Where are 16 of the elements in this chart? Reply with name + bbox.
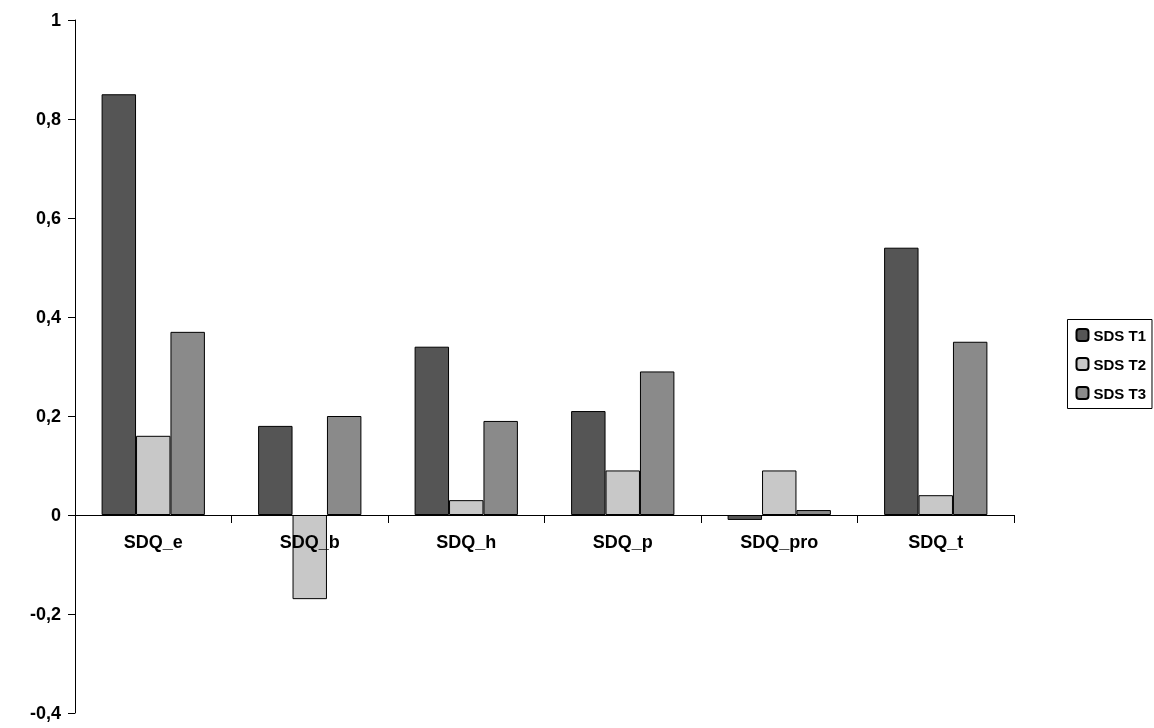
y-tick-label: 0 [50,505,61,525]
y-tick-label: 0,6 [35,208,61,228]
legend-label: SDS T3 [1093,384,1146,402]
y-tick-label: -0,2 [29,604,61,624]
x-tick-label: SDQ_p [592,532,653,552]
legend-label: SDS T1 [1093,326,1146,344]
x-tick-label: SDQ_pro [740,532,819,552]
y-tick-label: 0,4 [35,307,61,327]
x-tick-label: SDQ_e [123,532,183,552]
y-tick-label: -0,4 [29,703,61,723]
legend-label: SDS T2 [1093,355,1146,373]
y-tick-label: 0,8 [35,109,61,129]
y-tick-label: 0,2 [35,406,61,426]
x-tick-label: SDQ_h [436,532,497,552]
x-tick-label: SDQ_t [908,532,964,552]
y-tick-label: 1 [50,10,61,30]
